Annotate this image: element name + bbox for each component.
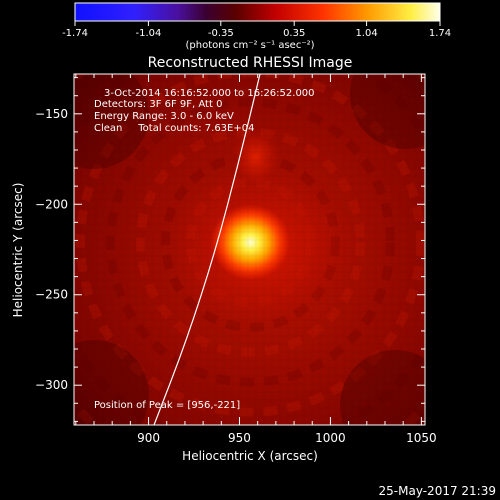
colorbar-tick-label: -0.35 xyxy=(208,28,234,39)
x-axis-label: Heliocentric X (arcsec) xyxy=(182,449,318,463)
plot-frame xyxy=(73,73,426,426)
info-clean-counts: Clean Total counts: 7.63E+04 xyxy=(94,123,254,134)
info-time-range: 3-Oct-2014 16:16:52.000 to 16:26:52.000 xyxy=(104,88,315,99)
y-axis-label: Heliocentric Y (arcsec) xyxy=(11,183,25,318)
x-tick-label: 1050 xyxy=(406,431,437,445)
x-tick-label: 1000 xyxy=(315,431,346,445)
footer-timestamp: 25-May-2017 21:39 xyxy=(379,484,496,498)
colorbar-tick-label: 0.35 xyxy=(283,28,305,39)
peak-position-label: Position of Peak = [956,-221] xyxy=(94,400,240,411)
colorbar: -1.74 -1.04 -0.35 0.35 1.04 1.74 xyxy=(62,2,451,39)
y-tick-label: −150 xyxy=(35,107,68,121)
info-energy-range: Energy Range: 3.0 - 6.0 keV xyxy=(94,111,234,122)
y-tick-label: −300 xyxy=(35,378,68,392)
heatmap-image xyxy=(74,74,425,425)
x-axis-ticks: 900 950 1000 1050 xyxy=(75,74,437,445)
colorbar-ticks: -1.74 -1.04 -0.35 0.35 1.04 1.74 xyxy=(62,21,451,39)
colorbar-tick-label: 1.74 xyxy=(429,28,451,39)
solar-limb-line xyxy=(153,74,261,425)
x-tick-label: 900 xyxy=(137,431,160,445)
colorbar-unit-label: (photons cm⁻² s⁻¹ asec⁻²) xyxy=(185,40,314,51)
x-tick-label: 950 xyxy=(228,431,251,445)
colorbar-tick-label: -1.74 xyxy=(62,28,88,39)
info-detectors: Detectors: 3F 6F 9F, Att 0 xyxy=(94,99,222,110)
y-tick-label: −200 xyxy=(35,197,68,211)
pixel-grid xyxy=(74,74,425,425)
info-block: 3-Oct-2014 16:16:52.000 to 16:26:52.000 … xyxy=(94,88,315,134)
chart-title: Reconstructed RHESSI Image xyxy=(148,55,353,71)
colorbar-gradient xyxy=(74,2,441,22)
y-tick-label: −250 xyxy=(35,288,68,302)
y-axis-ticks: −150 −200 −250 −300 xyxy=(35,77,425,422)
colorbar-tick-label: -1.04 xyxy=(135,28,161,39)
colorbar-tick-label: 1.04 xyxy=(355,28,377,39)
